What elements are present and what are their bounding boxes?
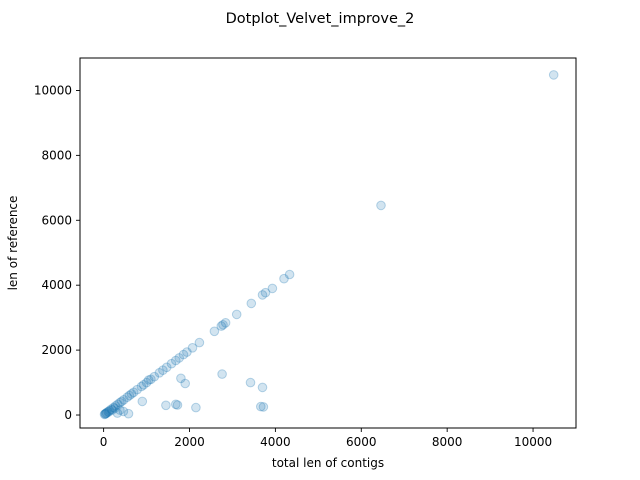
- data-point: [245, 377, 256, 388]
- data-point: [154, 368, 165, 378]
- data-point: [209, 326, 220, 337]
- x-tick-label: 4000: [260, 435, 291, 449]
- data-point: [174, 353, 184, 363]
- y-axis-label: len of reference: [6, 196, 20, 291]
- data-point: [257, 290, 268, 300]
- data-point: [128, 387, 139, 398]
- data-point: [104, 405, 115, 416]
- data-point: [178, 349, 189, 360]
- data-point: [191, 402, 201, 413]
- x-tick-label: 6000: [346, 435, 377, 449]
- data-point: [122, 392, 132, 403]
- y-tick-label: 8000: [41, 148, 72, 162]
- data-point: [136, 381, 147, 392]
- y-tick-label: 4000: [41, 278, 72, 292]
- x-axis-label: total len of contigs: [272, 456, 384, 470]
- chart-title: Dotplot_Velvet_improve_2: [226, 11, 415, 27]
- data-point: [110, 401, 121, 411]
- data-point: [137, 396, 148, 407]
- data-point: [143, 375, 154, 385]
- data-point: [158, 365, 168, 376]
- data-point: [258, 402, 269, 412]
- data-point: [104, 407, 114, 417]
- data-point: [246, 298, 257, 309]
- x-tick-label: 8000: [432, 435, 463, 449]
- data-point: [171, 355, 181, 366]
- data-point: [182, 347, 192, 357]
- data-point: [220, 318, 231, 328]
- data-point: [267, 283, 278, 294]
- data-point: [166, 358, 177, 369]
- data-point: [103, 407, 113, 417]
- data-point: [376, 200, 386, 211]
- data-point: [284, 269, 295, 280]
- data-point: [176, 373, 186, 384]
- data-point: [101, 408, 111, 419]
- data-point: [115, 405, 125, 415]
- y-tick-label: 2000: [41, 343, 72, 357]
- data-point: [172, 400, 183, 410]
- data-point: [119, 395, 129, 405]
- data-point: [256, 401, 266, 412]
- data-point: [180, 378, 190, 389]
- data-point: [132, 384, 142, 395]
- y-axis: 0 2000 4000 6000 8000 10000: [34, 83, 80, 422]
- data-point: [141, 377, 152, 388]
- x-tick-label: 0: [100, 435, 108, 449]
- data-point: [161, 400, 171, 411]
- data-point: [171, 399, 181, 410]
- data-point: [124, 390, 135, 401]
- data-points: [99, 70, 559, 420]
- data-point: [113, 399, 123, 410]
- data-point: [123, 408, 134, 419]
- data-point: [110, 403, 120, 414]
- data-point: [548, 70, 559, 80]
- data-point: [115, 397, 125, 408]
- y-tick-label: 6000: [41, 213, 72, 227]
- data-point: [217, 369, 227, 379]
- data-point: [216, 321, 227, 331]
- x-tick-label: 10000: [514, 435, 552, 449]
- data-point: [257, 382, 268, 393]
- data-point: [194, 337, 205, 348]
- data-point: [108, 402, 119, 413]
- data-point: [138, 380, 149, 390]
- x-axis: 0 2000 4000 6000 8000 10000: [100, 428, 552, 449]
- data-point: [126, 389, 137, 399]
- data-point: [107, 405, 117, 415]
- data-point: [187, 343, 198, 353]
- data-point: [218, 320, 228, 330]
- y-tick-label: 0: [64, 408, 72, 422]
- data-point: [260, 287, 271, 298]
- data-point: [99, 409, 110, 420]
- data-point: [101, 407, 112, 418]
- data-point: [100, 409, 111, 419]
- data-point: [279, 273, 289, 284]
- data-point: [106, 404, 117, 415]
- data-point: [149, 371, 160, 382]
- data-point: [112, 408, 123, 418]
- y-tick-label: 10000: [34, 83, 72, 97]
- data-point: [116, 396, 127, 407]
- data-point: [231, 309, 242, 320]
- data-point: [146, 374, 156, 385]
- data-point: [100, 408, 111, 419]
- x-tick-label: 2000: [174, 435, 205, 449]
- plot-frame: [79, 57, 577, 429]
- data-point: [118, 406, 129, 417]
- data-point: [161, 362, 172, 373]
